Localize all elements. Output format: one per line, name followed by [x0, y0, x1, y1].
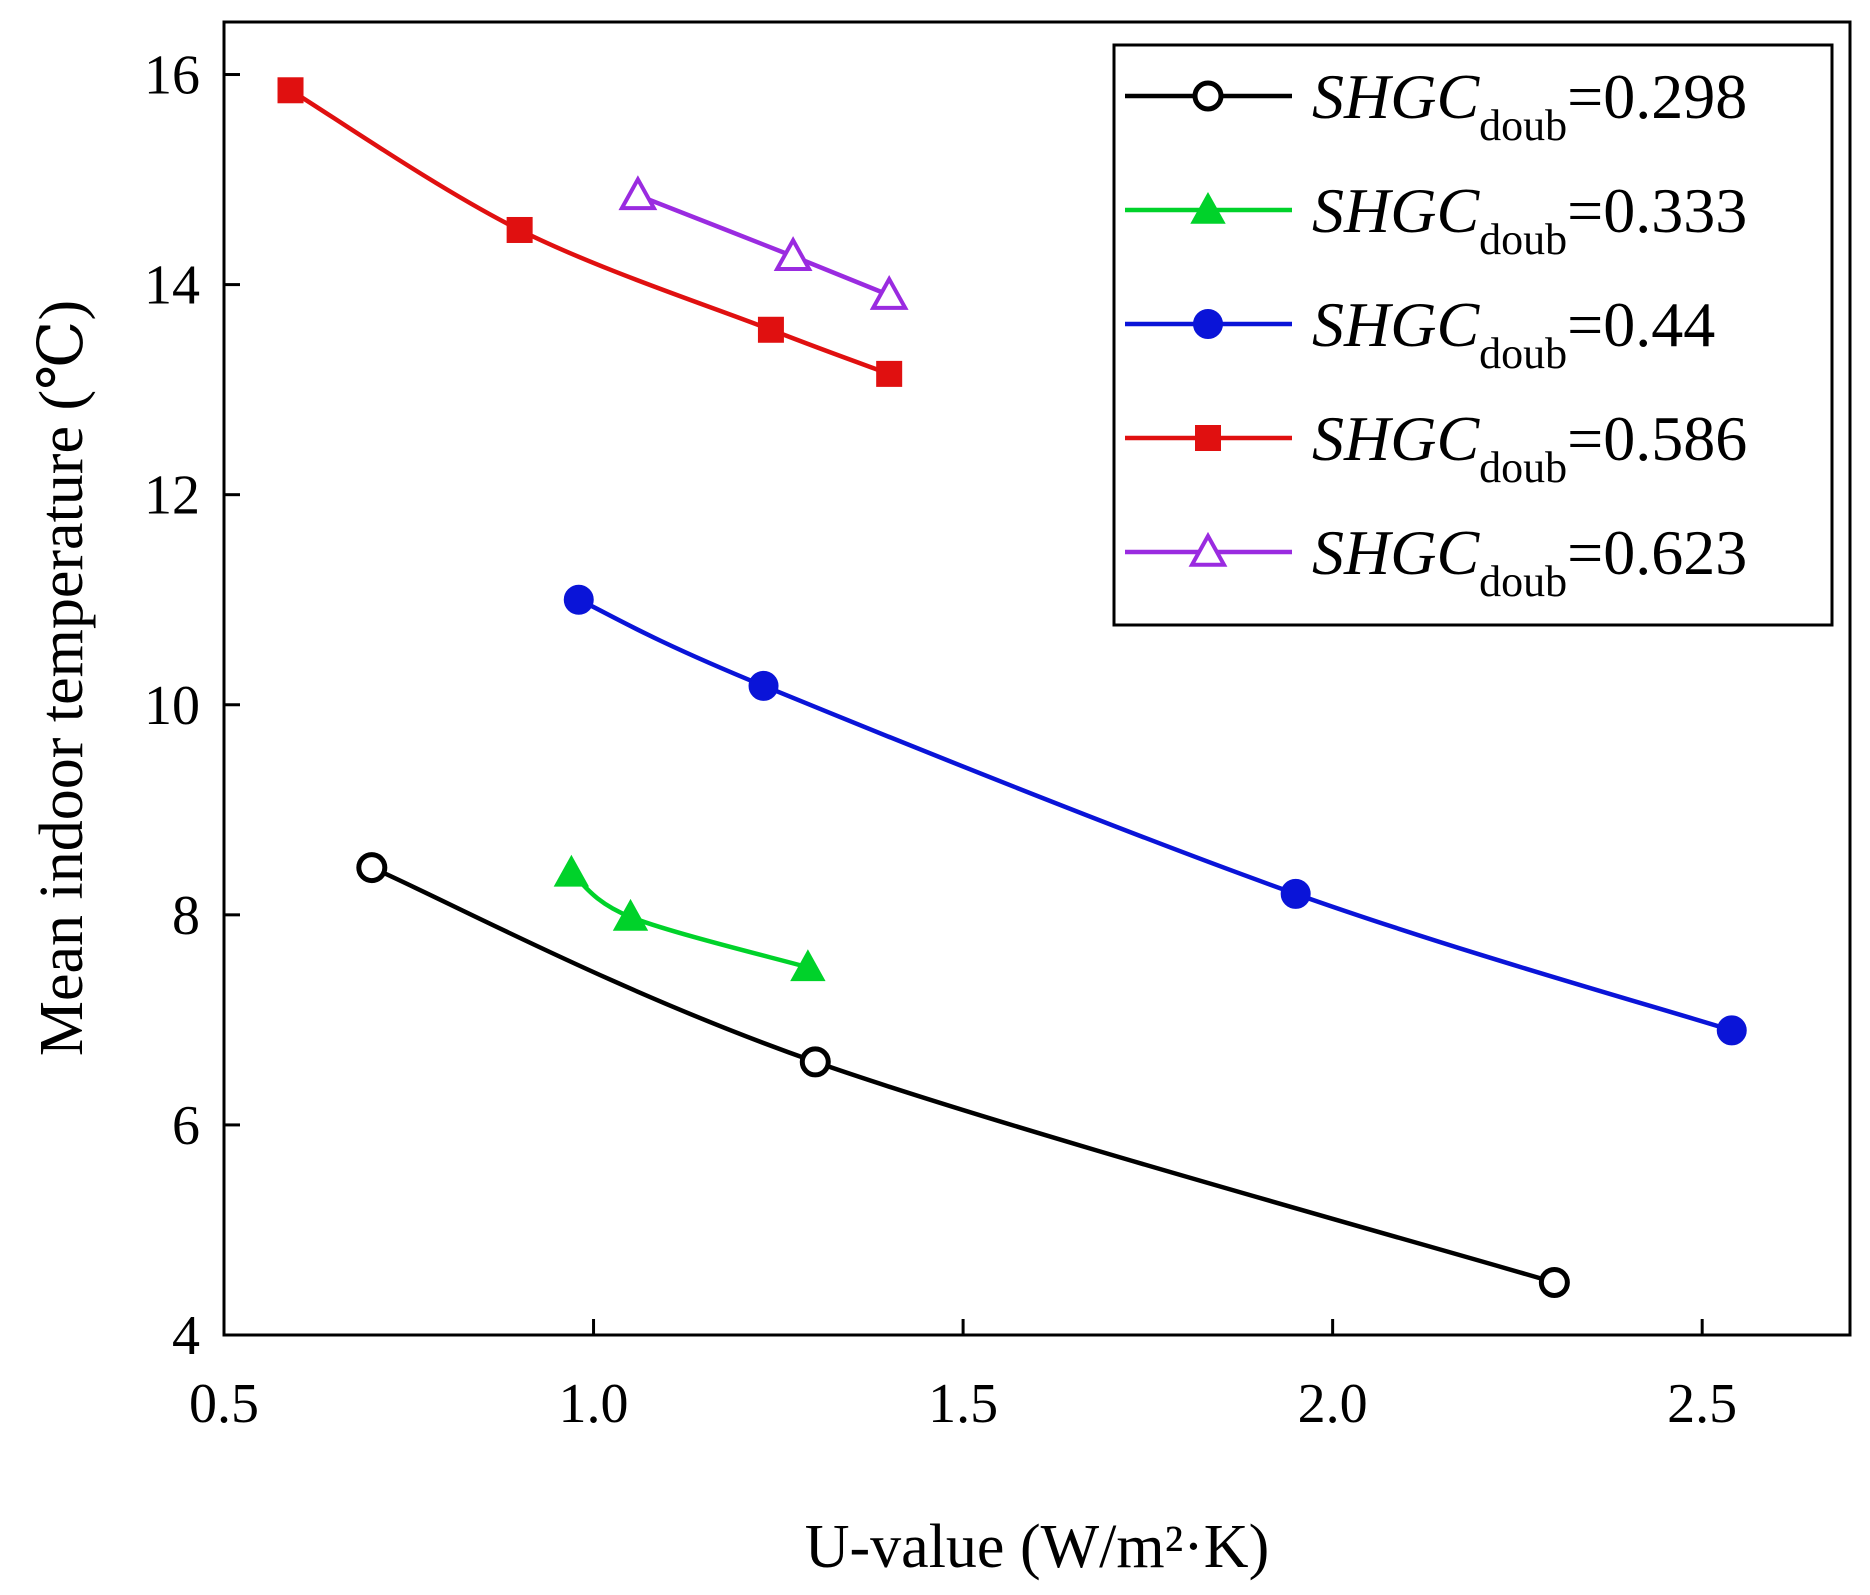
data-point: [1538, 1266, 1570, 1298]
y-tick-label: 8: [172, 885, 200, 947]
series-4: [618, 175, 909, 310]
data-point: [869, 274, 909, 310]
axis-ticks: 0.5 1.0 1.5 2.0 2.5 4 6 8 10 12 14 16: [144, 45, 1737, 1435]
data-point: [748, 670, 779, 701]
legend-label: SHGCdoub=0.298: [1312, 61, 1747, 150]
legend-label: SHGCdoub=0.333: [1312, 175, 1747, 264]
x-tick-label: 2.5: [1667, 1373, 1737, 1435]
legend-label: SHGCdoub=0.623: [1312, 517, 1747, 606]
y-tick-label: 16: [144, 45, 200, 107]
data-point: [563, 584, 594, 615]
data-point: [356, 852, 388, 884]
legend-entry-3: SHGCdoub=0.586: [1125, 403, 1747, 492]
legend-entry-0: SHGCdoub=0.298: [1125, 61, 1747, 150]
legend-label: SHGCdoub=0.44: [1312, 289, 1715, 378]
x-tick-label: 0.5: [189, 1373, 259, 1435]
series-layer: [277, 77, 1747, 1298]
data-point: [553, 854, 590, 887]
legend: SHGCdoub=0.298 SHGCdoub=0.333 SHGCdoub=0.4…: [1112, 43, 1834, 627]
x-tick-label: 1.5: [928, 1373, 998, 1435]
data-point: [506, 216, 533, 243]
legend-marker: [1190, 191, 1226, 224]
x-tick-label: 1.0: [559, 1373, 629, 1435]
legend-frame: [1112, 43, 1834, 627]
y-tick-label: 14: [144, 255, 200, 317]
legend-entry-1: SHGCdoub=0.333: [1125, 175, 1747, 264]
series-2: [563, 584, 1747, 1046]
legend-marker: [1195, 425, 1221, 451]
legend-marker: [1193, 309, 1223, 339]
data-point: [773, 236, 813, 272]
series-3: [277, 77, 903, 387]
data-point: [799, 1046, 831, 1078]
y-axis-title: Mean indoor temperature (℃): [28, 300, 96, 1056]
data-point: [277, 77, 304, 104]
data-point: [1280, 878, 1311, 909]
x-axis-title: U-value (W/m²·K): [805, 1513, 1269, 1581]
series-0: [356, 852, 1570, 1298]
y-tick-label: 6: [172, 1095, 200, 1157]
data-point: [790, 949, 826, 982]
plot-frame: [222, 20, 1852, 1337]
legend-marker: [1188, 531, 1228, 567]
y-tick-label: 12: [144, 465, 200, 527]
series-line: [289, 88, 890, 376]
series-1: [553, 854, 826, 982]
legend-label: SHGCdoub=0.586: [1312, 403, 1747, 492]
legend-entry-4: SHGCdoub=0.623: [1125, 517, 1747, 606]
series-line: [569, 871, 809, 970]
data-point: [1716, 1015, 1747, 1046]
y-tick-label: 4: [172, 1305, 200, 1367]
legend-entry-2: SHGCdoub=0.44: [1125, 289, 1715, 378]
data-point: [612, 898, 649, 931]
data-point: [876, 360, 903, 387]
data-point: [757, 316, 784, 343]
x-tick-label: 2.0: [1298, 1373, 1368, 1435]
legend-marker: [1192, 80, 1224, 112]
data-point: [618, 175, 658, 211]
series-line: [577, 597, 1733, 1033]
series-line: [637, 193, 891, 298]
series-line: [370, 865, 1556, 1285]
y-tick-label: 10: [144, 675, 200, 737]
